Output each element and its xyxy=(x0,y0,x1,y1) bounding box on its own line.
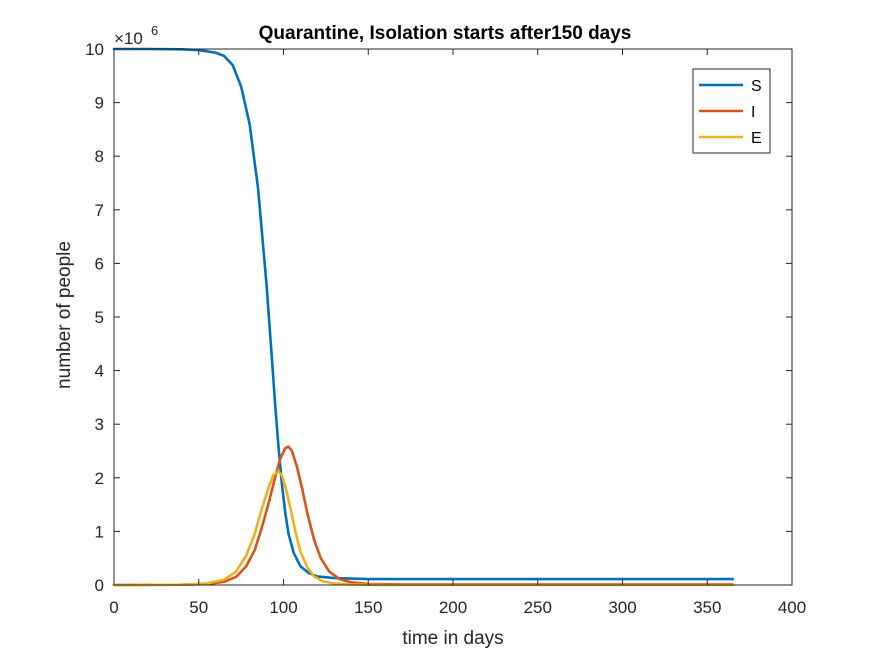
series-line-e xyxy=(112,470,734,587)
chart-title: Quarantine, Isolation starts after150 da… xyxy=(259,23,632,44)
y-tick-label: 5 xyxy=(95,308,104,327)
x-axis-label: time in days xyxy=(402,628,503,649)
y-tick-label: 8 xyxy=(95,147,104,166)
y-tick-label: 3 xyxy=(95,415,104,434)
y-tick-label: 9 xyxy=(95,94,104,113)
x-tick-label: 50 xyxy=(189,598,208,617)
y-axis-label: number of people xyxy=(54,241,75,389)
x-tick-label: 300 xyxy=(608,598,636,617)
y-tick-label: 1 xyxy=(95,522,104,541)
y-tick-label: 4 xyxy=(95,362,104,381)
x-tick-label: 250 xyxy=(524,598,552,617)
y-tick-label: 0 xyxy=(95,576,104,595)
x-tick-label: 400 xyxy=(778,598,806,617)
y-tick-label: 2 xyxy=(95,469,104,488)
y-exponent-label: ×10 xyxy=(114,29,143,48)
y-tick-label: 10 xyxy=(85,40,104,59)
legend-label-e: E xyxy=(751,130,762,147)
legend: SIE xyxy=(692,68,771,154)
x-tick-label: 0 xyxy=(109,598,118,617)
plot-area xyxy=(114,49,792,585)
x-tick-label: 150 xyxy=(354,598,382,617)
y-exponent-power: 6 xyxy=(151,23,158,38)
legend-label-s: S xyxy=(751,78,762,95)
series-line-i xyxy=(112,445,734,587)
x-tick-label: 350 xyxy=(693,598,721,617)
x-tick-label: 100 xyxy=(269,598,297,617)
y-tick-label: 7 xyxy=(95,201,104,220)
y-tick-label: 6 xyxy=(95,254,104,273)
legend-label-i: I xyxy=(751,104,755,121)
ticks-layer: 0 50 100 150 200 250 300 350 400 0 1 2 3 4 5 6 7 8 9 10 xyxy=(85,40,806,617)
series-line-s xyxy=(112,47,734,581)
x-tick-label: 200 xyxy=(439,598,467,617)
series-layer xyxy=(112,47,734,587)
